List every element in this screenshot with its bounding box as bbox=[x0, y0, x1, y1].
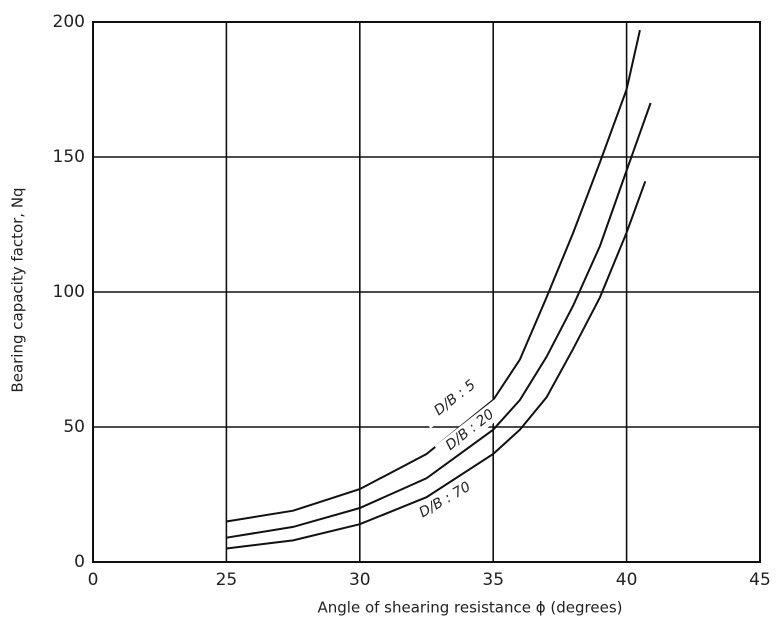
series-label-bg bbox=[434, 399, 506, 461]
y-tick-label: 50 bbox=[63, 417, 85, 437]
y-tick-label: 100 bbox=[53, 282, 85, 302]
x-tick-label: 35 bbox=[482, 570, 504, 590]
x-tick-label: 45 bbox=[749, 570, 771, 590]
series-label: D/B : 5 bbox=[431, 377, 478, 419]
y-axis-label: Bearing capacity factor, Nq bbox=[9, 187, 27, 392]
x-axis-label: Angle of shearing resistance ϕ (degrees) bbox=[318, 599, 623, 617]
line-series bbox=[226, 102, 652, 539]
x-tick-label: 25 bbox=[216, 570, 238, 590]
y-tick-label: 150 bbox=[53, 147, 85, 167]
y-tick-label: 0 bbox=[74, 552, 85, 572]
x-tick-label: 40 bbox=[616, 570, 638, 590]
series-label-bg bbox=[419, 367, 491, 429]
series-label-bg bbox=[407, 473, 483, 527]
x-tick-label: 0 bbox=[88, 570, 99, 590]
y-tick-label: 200 bbox=[53, 12, 85, 32]
x-tick-label: 30 bbox=[349, 570, 371, 590]
line-series bbox=[226, 29, 641, 523]
line-series bbox=[226, 180, 647, 550]
